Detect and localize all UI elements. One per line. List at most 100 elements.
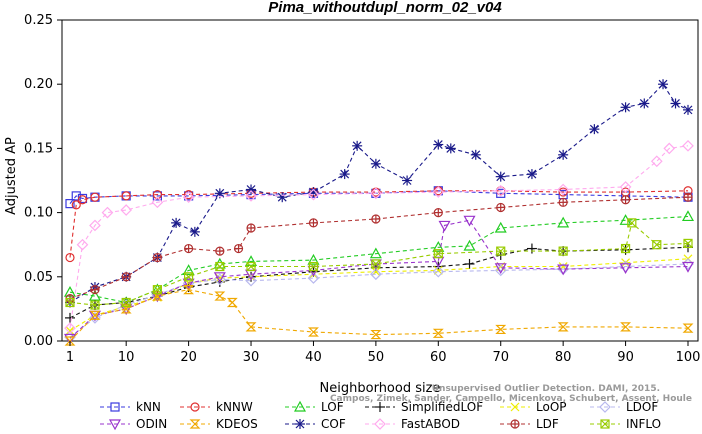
data-point-kdeos: [495, 324, 507, 335]
data-point-inflo: [184, 272, 194, 282]
series-line-knn: [69, 190, 689, 204]
data-point-kdeos: [183, 285, 195, 295]
data-point-loop: [433, 265, 443, 275]
x-tick-label: 100: [676, 350, 701, 365]
data-point-fastabod: [682, 139, 694, 152]
data-point-odin: [619, 263, 632, 275]
data-point-knnw: [65, 252, 75, 263]
data-point-simplifiedlof: [620, 244, 631, 255]
data-point-odin: [463, 215, 476, 227]
legend-item-inflo: INFLO: [590, 417, 661, 431]
series-line-cof: [69, 83, 689, 303]
data-point-knnw: [121, 191, 131, 201]
data-point-ldf: [496, 202, 506, 213]
x-tick-label: 1: [66, 350, 74, 365]
legend-item-knnw: kNNW: [180, 400, 253, 414]
data-point-ldof: [432, 265, 445, 278]
data-point-cof: [670, 98, 681, 109]
data-point-fastabod: [245, 190, 257, 202]
data-point-ldf: [233, 243, 244, 254]
series-line-loop: [69, 258, 689, 332]
legend-item-lof: LOF: [285, 400, 344, 414]
x-tick-label: 60: [430, 350, 447, 365]
data-point-knnw: [71, 200, 81, 210]
data-point-inflo: [65, 297, 75, 308]
data-point-fastabod: [619, 181, 632, 193]
legend-marker: [293, 400, 307, 412]
x-tick-label: 50: [368, 350, 385, 365]
data-point-ldf: [558, 197, 568, 207]
data-point-lof: [463, 239, 476, 251]
data-point-kdeos: [226, 297, 238, 308]
data-point-fastabod: [650, 155, 663, 168]
data-point-kdeos: [620, 322, 632, 332]
data-point-simplifiedlof: [464, 258, 475, 269]
chart-title: Pima_withoutdupl_norm_02_v04: [268, 0, 502, 16]
legend-item-simplifiedlof: SimplifiedLOF: [365, 400, 483, 414]
data-point-lof: [494, 221, 507, 233]
data-point-kdeos: [64, 336, 76, 346]
data-point-ldf: [433, 208, 443, 218]
y-tick-label: 0.15: [24, 141, 53, 156]
data-point-ldof: [619, 260, 632, 273]
data-point-cof: [352, 140, 363, 151]
legend-label: LoOP: [536, 400, 567, 414]
data-point-ldof: [370, 268, 382, 281]
series-ldf: [65, 192, 693, 304]
data-point-cof: [189, 226, 200, 237]
data-point-knnw: [152, 190, 162, 200]
data-point-kdeos: [308, 327, 319, 337]
data-point-fastabod: [494, 184, 507, 197]
series-line-lof: [69, 215, 689, 304]
data-point-simplifiedlof: [65, 312, 75, 323]
data-point-ldof: [307, 272, 320, 284]
legend-marker: [110, 402, 120, 412]
data-point-ldf: [308, 218, 319, 228]
series-line-ldof: [69, 263, 689, 338]
legend-item-cof: COF: [285, 417, 346, 431]
watermark-line-2: Campos, Zimek, Sander, Campello, Micenko…: [330, 394, 692, 404]
data-point-cof: [470, 149, 481, 160]
legend-label: ODIN: [136, 417, 167, 431]
data-point-knn: [65, 199, 75, 209]
data-point-loop: [215, 273, 225, 283]
data-point-ldf: [184, 243, 194, 254]
legend-marker: [189, 419, 201, 429]
data-point-inflo: [683, 238, 693, 249]
legend-label: COF: [321, 417, 346, 431]
data-point-knnw: [77, 195, 88, 205]
data-point-cof: [171, 217, 182, 228]
data-point-knn: [496, 188, 506, 198]
data-point-cof: [445, 143, 456, 154]
legend-label: LOF: [321, 400, 344, 414]
data-point-inflo: [627, 218, 637, 228]
data-point-knnw: [558, 187, 568, 197]
y-axis-label: Adjusted AP: [4, 137, 19, 215]
legend-item-fastabod: FastABOD: [365, 417, 460, 431]
series-line-simplifiedlof: [69, 246, 689, 319]
data-point-odin: [494, 263, 507, 275]
data-point-inflo: [152, 285, 162, 295]
data-point-ldof: [120, 299, 133, 311]
data-point-inflo: [246, 261, 256, 272]
data-point-fastabod: [663, 142, 676, 155]
data-point-inflo: [496, 246, 506, 256]
series-line-odin: [69, 219, 689, 339]
data-point-ldf: [90, 285, 100, 295]
data-point-ldf: [683, 192, 693, 202]
data-point-cof: [339, 169, 350, 180]
data-point-lof: [681, 210, 695, 222]
data-point-odin: [557, 264, 570, 276]
data-point-fastabod: [151, 196, 164, 209]
legend-label: kNNW: [216, 400, 253, 414]
plot-frame: [61, 19, 699, 342]
data-point-fastabod: [101, 206, 114, 219]
data-point-fastabod: [432, 186, 445, 198]
data-point-cof: [558, 149, 569, 160]
series-odin: [63, 215, 695, 345]
data-point-kdeos: [370, 329, 382, 340]
legend-label: INFLO: [626, 417, 661, 431]
legend-marker: [510, 419, 520, 429]
data-point-knnw: [496, 186, 506, 196]
